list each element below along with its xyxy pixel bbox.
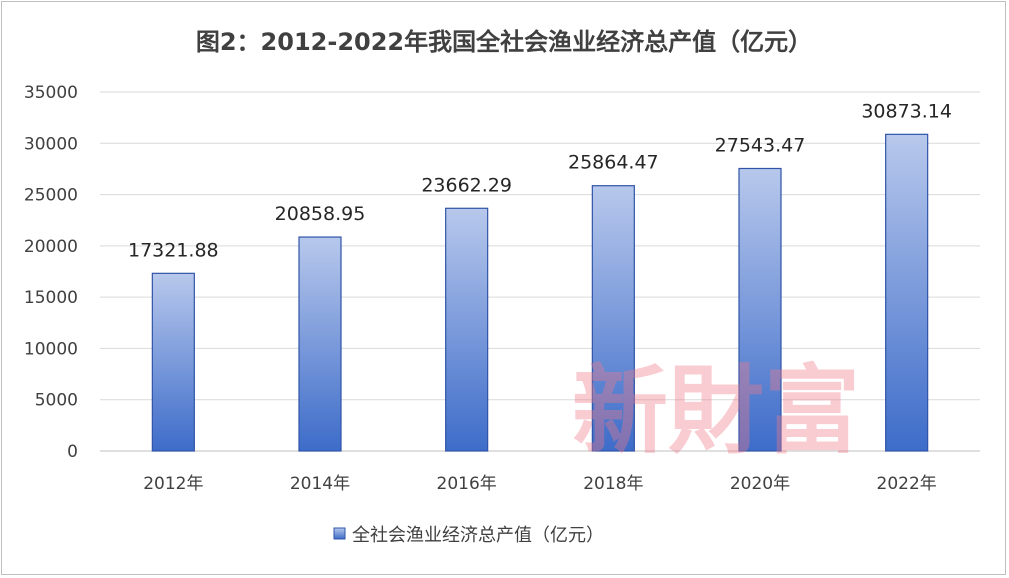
gridlines	[100, 91, 980, 452]
data-label: 25864.47	[568, 152, 659, 174]
y-tick-label: 15000	[24, 288, 78, 308]
watermark: 新財富	[572, 354, 860, 467]
y-tick-label: 35000	[24, 83, 78, 103]
x-tick-label: 2016年	[437, 474, 497, 494]
legend: 全社会渔业经济总产值（亿元）	[333, 525, 604, 546]
y-tick-label: 30000	[24, 134, 78, 154]
y-tick-label: 5000	[35, 391, 78, 411]
data-label: 27543.47	[715, 134, 806, 156]
bar	[885, 133, 929, 452]
x-tick-label: 2014年	[290, 474, 350, 494]
x-tick-label: 2012年	[143, 474, 203, 494]
bar	[445, 207, 489, 452]
data-label: 30873.14	[861, 100, 952, 122]
legend-swatch	[333, 527, 346, 540]
data-label: 20858.95	[275, 203, 366, 225]
bars	[151, 133, 929, 452]
bar	[738, 167, 782, 452]
data-label: 17321.88	[128, 239, 219, 261]
x-tick-label: 2022年	[877, 474, 937, 494]
legend-label: 全社会渔业经济总产值（亿元）	[352, 525, 604, 546]
y-tick-label: 25000	[24, 186, 78, 206]
x-tick-label: 2018年	[583, 474, 643, 494]
bar	[591, 185, 635, 452]
chart-title: 图2：2012-2022年我国全社会渔业经济总产值（亿元）	[196, 28, 812, 56]
bar	[298, 236, 342, 452]
y-tick-label: 10000	[24, 339, 78, 359]
x-tick-label: 2020年	[730, 474, 790, 494]
y-tick-label: 20000	[24, 237, 78, 257]
y-axis-ticks: 0 5000 10000 15000 20000 25000 30000 35000	[24, 83, 78, 462]
x-axis-ticks: 2012年 2014年 2016年 2018年 2020年 2022年	[143, 474, 937, 494]
y-tick-label: 0	[67, 442, 78, 462]
data-label: 23662.29	[421, 174, 512, 196]
data-labels: 17321.88 20858.95 23662.29 25864.47 27543.47…	[128, 100, 952, 261]
bar	[151, 272, 195, 452]
